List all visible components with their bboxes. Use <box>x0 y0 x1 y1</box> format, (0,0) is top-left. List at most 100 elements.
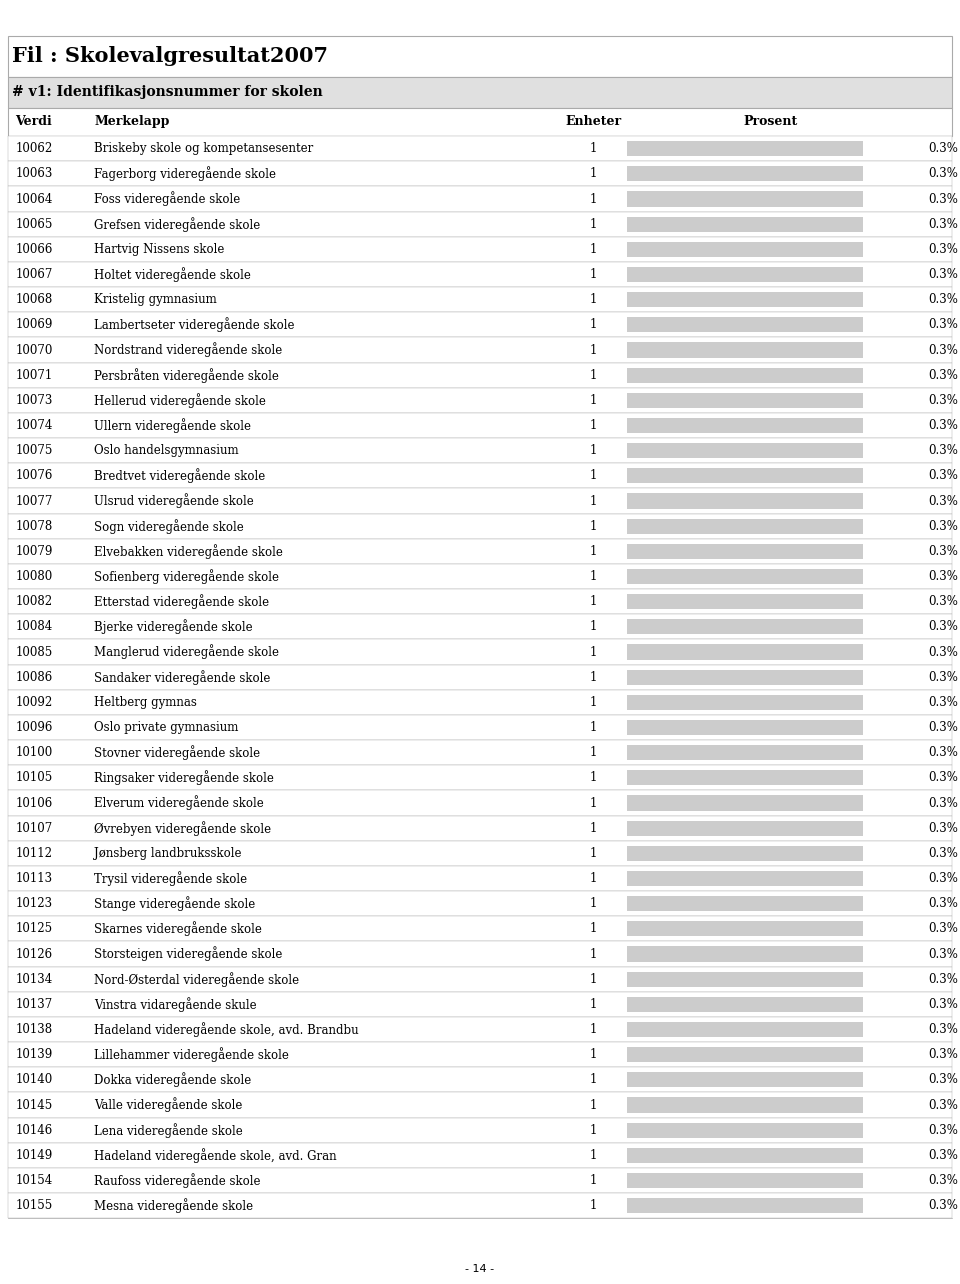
Bar <box>8 614 952 639</box>
Bar <box>8 765 952 791</box>
Bar <box>8 212 952 236</box>
Text: Skarnes videregående skole: Skarnes videregående skole <box>94 922 262 936</box>
Text: 10066: 10066 <box>15 243 53 256</box>
Text: Elverum videregående skole: Elverum videregående skole <box>94 796 264 810</box>
Text: 10073: 10073 <box>15 394 53 407</box>
Text: Grefsen videregående skole: Grefsen videregående skole <box>94 217 260 231</box>
Text: 1: 1 <box>589 620 597 633</box>
Text: 1: 1 <box>589 922 597 935</box>
Text: 10139: 10139 <box>15 1048 53 1061</box>
Bar <box>627 493 863 508</box>
Bar <box>627 1022 863 1037</box>
Text: 1: 1 <box>589 1023 597 1036</box>
Text: Stovner videregående skole: Stovner videregående skole <box>94 745 260 760</box>
Text: 0.3%: 0.3% <box>928 596 958 609</box>
Text: 1: 1 <box>589 847 597 860</box>
Text: Bredtvet videregående skole: Bredtvet videregående skole <box>94 469 265 483</box>
Bar <box>627 1072 863 1088</box>
Text: Verdi: Verdi <box>15 116 52 128</box>
Bar <box>627 544 863 559</box>
Bar <box>627 619 863 634</box>
Text: 0.3%: 0.3% <box>928 670 958 683</box>
Bar <box>627 1098 863 1112</box>
Text: 0.3%: 0.3% <box>928 746 958 759</box>
Text: Holtet videregående skole: Holtet videregående skole <box>94 267 251 282</box>
Text: 0.3%: 0.3% <box>928 772 958 785</box>
Text: 10112: 10112 <box>15 847 53 860</box>
Bar <box>627 419 863 433</box>
Bar <box>8 36 952 77</box>
Text: Foss videregående skole: Foss videregående skole <box>94 191 240 207</box>
Text: 0.3%: 0.3% <box>928 872 958 885</box>
Text: 0.3%: 0.3% <box>928 722 958 734</box>
Bar <box>8 841 952 865</box>
Text: Raufoss videregående skole: Raufoss videregående skole <box>94 1174 260 1188</box>
Text: Hadeland videregående skole, avd. Gran: Hadeland videregående skole, avd. Gran <box>94 1148 337 1163</box>
Text: 1: 1 <box>589 1174 597 1186</box>
Text: 1: 1 <box>589 696 597 709</box>
Text: 0.3%: 0.3% <box>928 268 958 281</box>
Text: 10105: 10105 <box>15 772 53 785</box>
Bar <box>627 167 863 181</box>
Text: 0.3%: 0.3% <box>928 570 958 583</box>
Bar <box>8 312 952 338</box>
Text: Øvrebyen videregående skole: Øvrebyen videregående skole <box>94 820 272 836</box>
Text: 0.3%: 0.3% <box>928 948 958 960</box>
Bar <box>8 162 952 186</box>
Text: 1: 1 <box>589 746 597 759</box>
Text: Heltberg gymnas: Heltberg gymnas <box>94 696 197 709</box>
Bar <box>8 815 952 841</box>
Bar <box>627 393 863 408</box>
Text: Etterstad videregående skole: Etterstad videregående skole <box>94 594 269 609</box>
Bar <box>8 388 952 413</box>
Bar <box>8 236 952 262</box>
Text: Lillehammer videregående skole: Lillehammer videregående skole <box>94 1048 289 1062</box>
Text: 1: 1 <box>589 193 597 205</box>
Bar <box>8 791 952 815</box>
Bar <box>8 338 952 362</box>
Text: 10078: 10078 <box>15 520 53 533</box>
Text: 10126: 10126 <box>15 948 53 960</box>
Text: 10085: 10085 <box>15 646 53 659</box>
Text: Dokka videregående skole: Dokka videregående skole <box>94 1072 252 1088</box>
Text: Merkelapp: Merkelapp <box>94 116 170 128</box>
Text: Bjerke videregående skole: Bjerke videregående skole <box>94 619 252 634</box>
Text: 1: 1 <box>589 822 597 835</box>
Text: 10077: 10077 <box>15 494 53 507</box>
Text: 10096: 10096 <box>15 722 53 734</box>
Text: Sandaker videregående skole: Sandaker videregående skole <box>94 670 271 684</box>
Bar <box>627 745 863 760</box>
Text: 1: 1 <box>589 1073 597 1086</box>
Text: 0.3%: 0.3% <box>928 318 958 331</box>
Bar <box>8 438 952 464</box>
Text: Mesna videregående skole: Mesna videregående skole <box>94 1198 253 1213</box>
Bar <box>8 1168 952 1193</box>
Text: 1: 1 <box>589 243 597 256</box>
Bar <box>627 1048 863 1062</box>
Text: 1: 1 <box>589 369 597 381</box>
Text: Sofienberg videregående skole: Sofienberg videregående skole <box>94 569 279 584</box>
Text: 0.3%: 0.3% <box>928 1073 958 1086</box>
Text: # v1: Identifikasjonsnummer for skolen: # v1: Identifikasjonsnummer for skolen <box>12 86 324 99</box>
Text: 10065: 10065 <box>15 218 53 231</box>
Text: 10140: 10140 <box>15 1073 53 1086</box>
Text: 10113: 10113 <box>15 872 53 885</box>
Bar <box>627 217 863 231</box>
Bar <box>8 1043 952 1067</box>
Text: Oslo handelsgymnasium: Oslo handelsgymnasium <box>94 444 239 457</box>
Text: 0.3%: 0.3% <box>928 344 958 357</box>
Text: 1: 1 <box>589 948 597 960</box>
Text: 0.3%: 0.3% <box>928 243 958 256</box>
Bar <box>8 77 952 108</box>
Text: 1: 1 <box>589 470 597 483</box>
Bar <box>627 1174 863 1188</box>
Text: Nord-Østerdal videregående skole: Nord-Østerdal videregående skole <box>94 972 300 986</box>
Bar <box>8 967 952 991</box>
Text: Hadeland videregående skole, avd. Brandbu: Hadeland videregående skole, avd. Brandb… <box>94 1022 359 1037</box>
Text: 10125: 10125 <box>15 922 53 935</box>
Bar <box>627 1198 863 1213</box>
Text: 10070: 10070 <box>15 344 53 357</box>
Text: 0.3%: 0.3% <box>928 494 958 507</box>
Bar <box>627 695 863 710</box>
Text: 1: 1 <box>589 293 597 306</box>
